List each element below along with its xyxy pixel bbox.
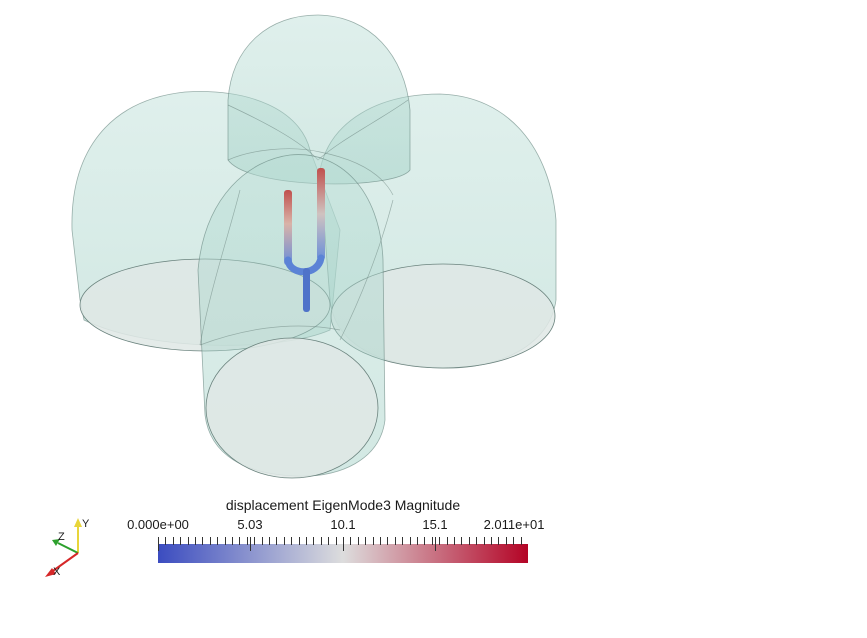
colorbar-label-min: 0.000e+00: [127, 517, 189, 532]
colorbar-label-max: 2.011e+01: [483, 517, 545, 532]
y-axis-label: Y: [82, 518, 90, 530]
colorbar-title: displacement EigenMode3 Magnitude: [225, 497, 461, 513]
y-axis-arrow-icon: [74, 518, 82, 527]
front-dome-shell: [197, 154, 386, 479]
z-axis-arrow-icon: [52, 539, 60, 546]
colorbar: [158, 537, 528, 563]
orientation-axes[interactable]: Y Z X: [40, 513, 100, 583]
colorbar-label-3: 15.1: [422, 517, 448, 532]
x-axis-arrow-icon: [45, 568, 56, 577]
z-axis: [57, 542, 79, 554]
colorbar-ticks: [158, 537, 522, 551]
tuning-fork: [284, 168, 325, 312]
shell-intersection-curves: [199, 148, 394, 346]
colorbar-label-2: 10.1: [330, 517, 356, 532]
z-axis-label: Z: [58, 531, 65, 543]
colorbar-label-1: 5.03: [237, 517, 263, 532]
x-axis: [49, 552, 79, 574]
x-axis-label: X: [53, 566, 61, 578]
